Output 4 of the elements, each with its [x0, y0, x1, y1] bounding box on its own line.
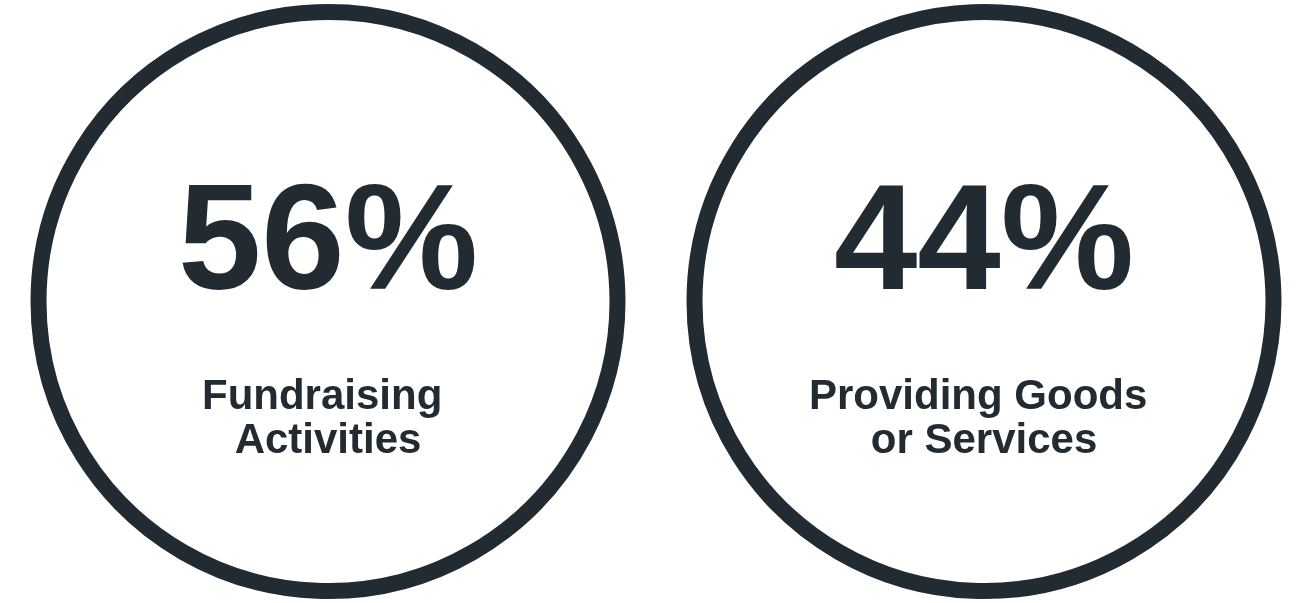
data-label: 56% — [177, 152, 479, 321]
data-label: 44% — [833, 152, 1135, 321]
category-label: Providing Goods or Services — [808, 371, 1160, 462]
category-label: Fundraising Activities — [202, 371, 454, 462]
